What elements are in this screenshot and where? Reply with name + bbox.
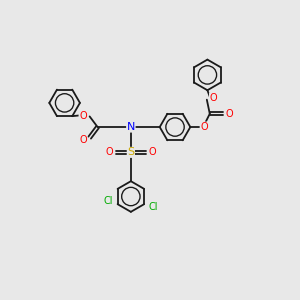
Text: O: O (105, 147, 113, 158)
Text: S: S (127, 147, 134, 158)
Text: O: O (79, 111, 87, 122)
Text: O: O (79, 135, 87, 145)
Text: Cl: Cl (149, 202, 158, 212)
Text: N: N (127, 122, 135, 132)
Text: O: O (209, 93, 217, 103)
Text: O: O (201, 122, 208, 132)
Text: O: O (149, 147, 157, 158)
Text: Cl: Cl (103, 196, 113, 206)
Text: O: O (226, 109, 233, 119)
